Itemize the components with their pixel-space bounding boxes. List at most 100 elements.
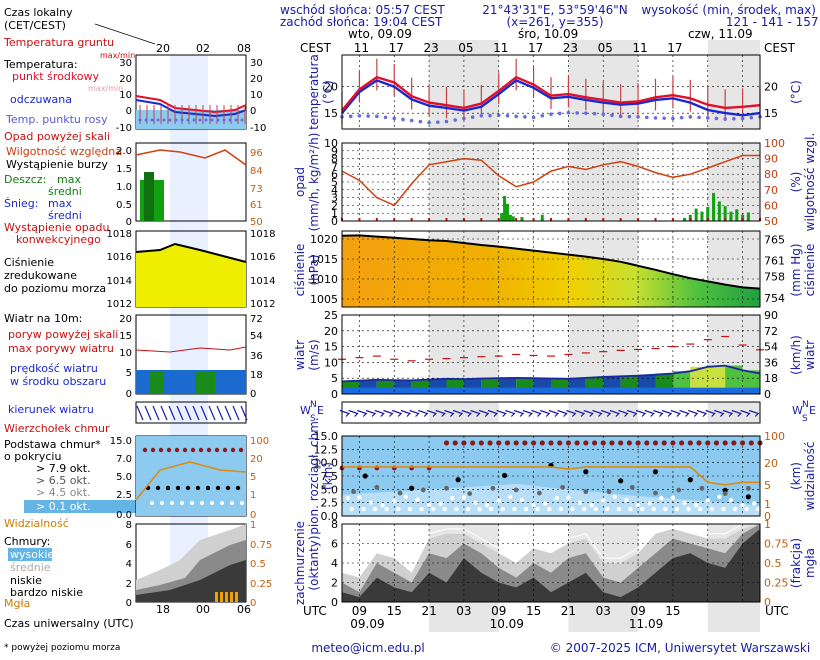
hour-label-bottom: 15 — [387, 604, 402, 618]
wind-dir-arrow — [618, 409, 629, 417]
legend-okt-65: > 6.5 okt. — [36, 474, 91, 487]
legend-y-tick: -10 — [116, 123, 132, 134]
legend-base-mark — [230, 501, 234, 505]
legend-y-tick: 10 — [119, 90, 132, 101]
y2-tick: 761 — [764, 255, 785, 268]
legend-fog-bar — [230, 592, 233, 602]
dew-point-mark — [462, 116, 466, 121]
wind-dir-arrow — [383, 409, 394, 417]
legend-top-mark — [214, 447, 220, 453]
conv-mark — [445, 218, 448, 221]
wind-dir-arrow — [592, 409, 603, 417]
cloud-base-mark — [489, 506, 494, 512]
temp-axis-label: temperatura — [307, 54, 321, 130]
legend-cl-vlow: bardzo niskie — [10, 586, 83, 599]
legend-okt-01: > 0.1 okt. — [36, 500, 91, 513]
cloud-top-mark — [461, 440, 467, 446]
footer-copyright: © 2007-2025 ICM, Uniwersytet Warszawski — [550, 641, 810, 655]
hour-label-bottom: 15 — [665, 604, 680, 618]
y-tick: 1010 — [310, 273, 338, 286]
legend-y-tick: 0.5 — [116, 200, 132, 211]
dew-point-mark — [671, 116, 675, 121]
legend-rain-max-bar — [144, 172, 154, 221]
legend-tick-top-2: 02 — [196, 42, 210, 55]
cloud-base-mark — [420, 487, 426, 493]
wind-axis-label: wiatr — [293, 340, 307, 370]
cloud-base-mark — [698, 506, 703, 512]
cloud-top-mark — [530, 440, 537, 446]
wind-speed-line — [341, 364, 761, 383]
cloud-top-mark — [443, 440, 450, 446]
legend-y-tick: 1016 — [107, 252, 132, 263]
cloud-base-mark — [349, 506, 355, 512]
cloud-base-mark — [583, 469, 589, 475]
y-tick: 20 — [324, 325, 338, 338]
panel-frame — [341, 435, 761, 517]
dew-point-mark — [435, 120, 440, 124]
y-tick: 8 — [331, 153, 338, 166]
legend-base-mark — [220, 501, 224, 505]
cloud-base-mark — [392, 498, 397, 504]
wind-axis-unit-right: (km/h) — [789, 335, 803, 375]
dew-point-mark — [697, 115, 701, 120]
legend-dew-mark — [240, 118, 244, 122]
y2-tick: 0 — [764, 596, 771, 609]
date-label: 09.09 — [350, 617, 384, 631]
footer-email[interactable]: meteo@icm.edu.pl — [311, 641, 424, 655]
legend-cloud-top: Wierzchołek chmur — [4, 422, 110, 435]
sunrise-text: wschód słońca: 05:57 CEST — [280, 3, 445, 17]
dew-point-mark — [366, 114, 370, 118]
wind-speed-fill — [725, 365, 743, 394]
cloud-base-mark — [616, 506, 622, 512]
cloud-base-mark — [751, 501, 757, 506]
cloud-base-mark — [357, 495, 362, 500]
wind-dir-arrow — [479, 409, 490, 417]
legend-y-tick: 0 — [126, 389, 132, 400]
grid-text: (x=261, y=355) — [506, 15, 603, 29]
cloud-base-mark — [682, 500, 687, 506]
cloud-base-mark — [652, 469, 659, 475]
y-tick: 10 — [324, 356, 338, 369]
legend-panels: 3020100-103020100-102.01.51.00.509684736… — [107, 54, 275, 609]
dew-point-mark — [732, 116, 736, 121]
panel-frame — [341, 523, 761, 603]
cloud-top-mark — [696, 440, 702, 446]
pres-axis-unit: (hPa) — [307, 254, 321, 285]
legend-base-mark — [215, 485, 221, 491]
cloud-base-mark — [581, 506, 587, 512]
legend-y-tick: 2 — [126, 579, 132, 590]
cloud-top-mark — [539, 440, 545, 446]
cloud-base-mark — [651, 506, 656, 512]
wind-dir-arrow — [653, 409, 664, 417]
legend-y2-tick: 0 — [250, 106, 256, 117]
wind-dir-arrow — [600, 409, 612, 417]
legend-y2-tick: 18 — [250, 370, 263, 381]
rain-bar — [511, 216, 515, 221]
cloud-top-mark — [600, 440, 606, 446]
legend-dew-mark — [162, 118, 166, 122]
rain-bar — [741, 214, 745, 221]
cloud-base-mark — [496, 498, 501, 504]
cloud-top-mark — [687, 440, 693, 446]
cloud-base-mark — [501, 472, 508, 479]
legend-y-tick: 1018 — [107, 229, 132, 240]
cloud-base-mark — [372, 506, 378, 512]
cloud-top-mark — [487, 440, 493, 446]
legend-base-mark — [150, 501, 154, 505]
elevation-values: 121 - 141 - 157 m — [726, 15, 820, 29]
conv-mark — [428, 218, 431, 221]
cloud-base-mark — [426, 502, 432, 508]
legend-dew-mark — [204, 118, 208, 122]
wind-dir-arrow — [418, 409, 429, 417]
wind-dir-arrow — [740, 409, 751, 417]
feel-temp-line — [341, 79, 761, 117]
cloud-top-mark — [609, 440, 615, 446]
cloud-base-mark — [384, 506, 389, 512]
day-label: wto, 09.09 — [348, 27, 412, 41]
night-band — [707, 402, 760, 423]
legend-y-tick: 0.0 — [116, 510, 132, 521]
rain-bar — [729, 211, 733, 221]
legend-night-band — [170, 55, 208, 600]
cloud-top-mark — [661, 440, 667, 446]
